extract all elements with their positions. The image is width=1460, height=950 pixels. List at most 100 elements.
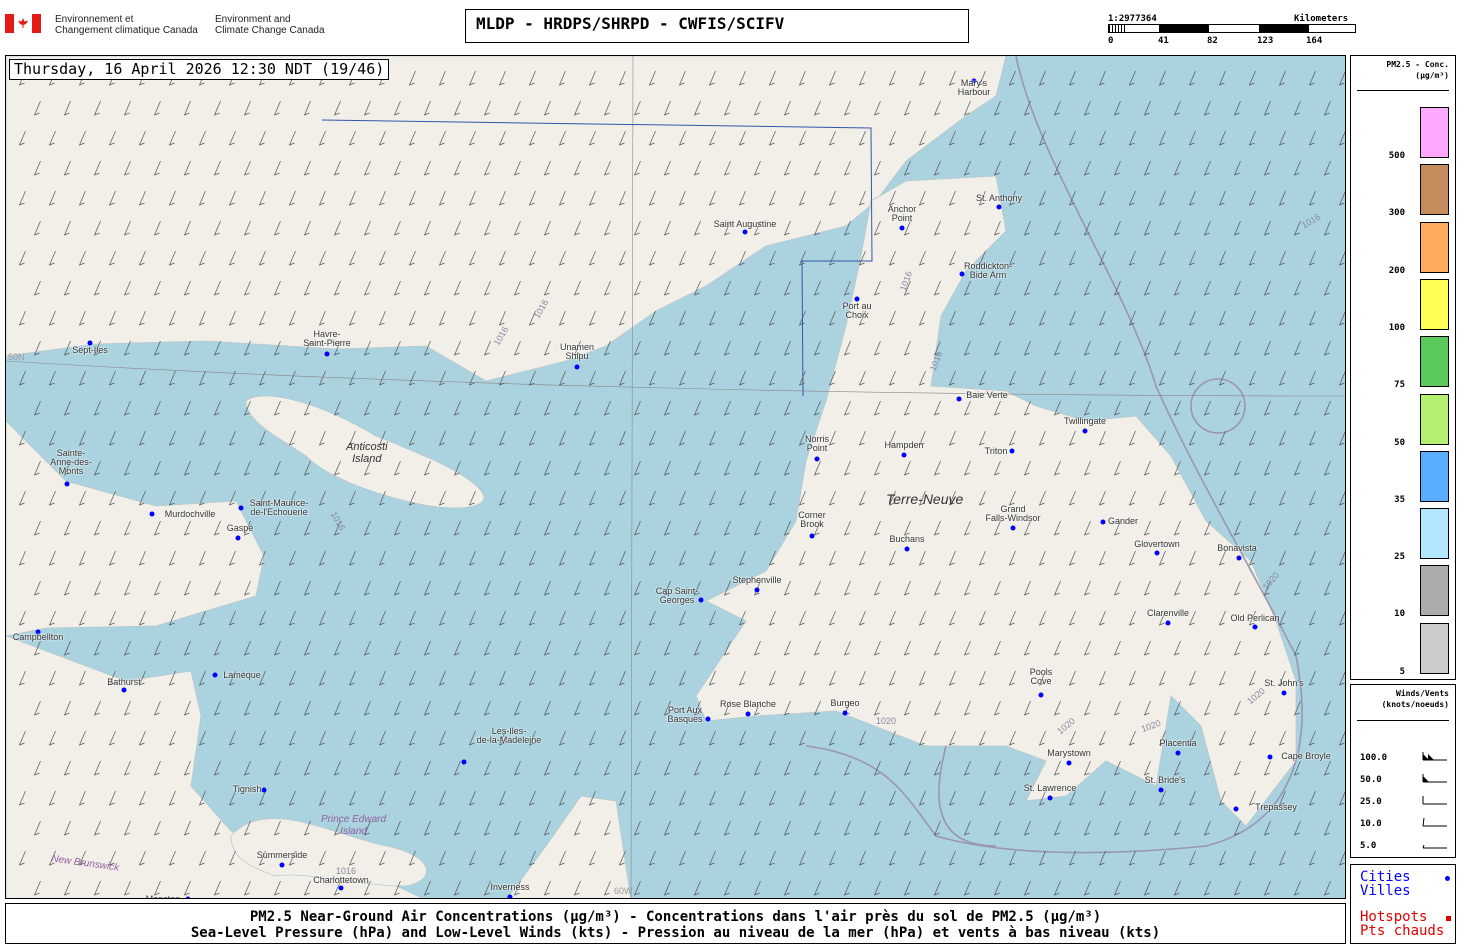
wind-barb: [618, 130, 626, 146]
wind-barb: [633, 460, 641, 476]
wind-barb: [153, 520, 161, 536]
wind-barb: [918, 430, 926, 446]
map-canvas[interactable]: Mary's Harbour Saint Augustine Anchor Poin…: [5, 55, 1346, 899]
wind-barb: [978, 610, 986, 626]
wind-barb: [483, 460, 491, 476]
wind-barb: [1323, 340, 1331, 356]
wind-barb: [1053, 460, 1061, 476]
wind-barb: [738, 370, 746, 386]
wind-barb: [1068, 310, 1076, 326]
wind-barb: [183, 340, 191, 356]
wind-barb: [528, 550, 536, 566]
wind-barb: [303, 280, 311, 296]
city-label: Port au Choix: [842, 301, 872, 320]
wind-barb: [1203, 400, 1211, 416]
wind-barb: [543, 160, 551, 176]
scale-tick: 82: [1207, 36, 1218, 46]
wind-barb: [228, 790, 236, 806]
wind-barb: [1248, 250, 1256, 266]
wind-barb: [393, 160, 401, 176]
wind-barb: [708, 370, 716, 386]
wind-barb: [903, 640, 911, 656]
wind-barb: [798, 610, 806, 626]
wind-barb: [393, 460, 401, 476]
wind-barb: [48, 430, 56, 446]
wind-barb: [423, 760, 431, 776]
wind-barb: [228, 490, 236, 506]
city-dot: [996, 204, 1002, 210]
city-label: Saint-Maurice- de-l'Echouerie: [249, 498, 309, 517]
wind-barb: [138, 850, 146, 866]
wind-barb: [648, 250, 656, 266]
wind-barb: [558, 430, 566, 446]
wind-barb: [198, 790, 206, 806]
wind-barb: [528, 70, 536, 86]
wind-barb: [363, 340, 371, 356]
wind-barb: [1338, 731, 1345, 746]
wind-barb: [1023, 820, 1031, 836]
wind-barb: [93, 580, 101, 596]
scale-tick: 41: [1158, 36, 1169, 46]
wind-barb: [903, 100, 911, 116]
wind-barb: [408, 130, 416, 146]
wind-barb: [453, 760, 461, 776]
wind-barb: [48, 130, 56, 146]
wind-barb: [813, 400, 821, 416]
wind-barb: [1053, 520, 1061, 536]
caption-line-1: PM2.5 Near-Ground Air Concentrations (µg…: [249, 909, 1102, 925]
city-label: Cap Saint- Georges: [655, 586, 699, 605]
wind-barb: [753, 580, 761, 596]
wind-barb: [1233, 340, 1241, 356]
wind-barb: [1158, 310, 1166, 326]
wind-barb: [1038, 70, 1046, 86]
wind-barb: [168, 790, 176, 806]
wind-barb: [693, 820, 701, 836]
wind-barb: [408, 490, 416, 506]
city-label: Mary's Harbour: [957, 78, 991, 97]
wind-barb: [1218, 790, 1226, 806]
wind-barb: [828, 790, 836, 806]
wind-barb: [1278, 790, 1286, 806]
wind-barb: [753, 640, 761, 656]
wind-barb: [723, 700, 731, 716]
legend-swatch: [1420, 622, 1449, 674]
wind-barb: [93, 400, 101, 416]
wind-barb: [1323, 700, 1331, 716]
wind-barb: [1173, 400, 1181, 416]
city-dot: [1281, 690, 1287, 696]
wind-barb: [753, 340, 761, 356]
wind-barb: [948, 370, 956, 386]
wind-barb: [798, 310, 806, 326]
wind-barb: [918, 250, 926, 266]
wind-barb: [723, 280, 731, 296]
isobar-label: 1020: [876, 716, 897, 726]
wind-barb: [1323, 580, 1331, 596]
wind-barb: [183, 820, 191, 836]
wind-barb: [468, 310, 476, 326]
wind-barb: [1323, 880, 1331, 896]
city-label: Port Aux Basques: [667, 705, 703, 724]
wind-barb: [498, 190, 506, 206]
wind-barb: [558, 670, 566, 686]
wind-barb: [693, 640, 701, 656]
wind-barb: [213, 100, 221, 116]
wind-barb: [963, 160, 971, 176]
wind-barb: [333, 520, 341, 536]
wind-barb: [873, 880, 881, 896]
wind-barb: [408, 370, 416, 386]
wind-barb: [1038, 310, 1046, 326]
wind-barb: [168, 190, 176, 206]
wind-barb: [768, 610, 776, 626]
wind-barb: [348, 130, 356, 146]
wind-barb: [948, 550, 956, 566]
legend-bin-label: 50: [1394, 437, 1405, 448]
wind-barb: [63, 520, 71, 536]
wind-barb: [1248, 190, 1256, 206]
wind-barb: [363, 100, 371, 116]
legend-bin-label: 25: [1394, 552, 1405, 563]
wind-barb: [993, 400, 1001, 416]
wind-barb: [78, 310, 86, 326]
wind-barb: [438, 610, 446, 626]
wind-barb: [543, 280, 551, 296]
wind-barb: [663, 760, 671, 776]
